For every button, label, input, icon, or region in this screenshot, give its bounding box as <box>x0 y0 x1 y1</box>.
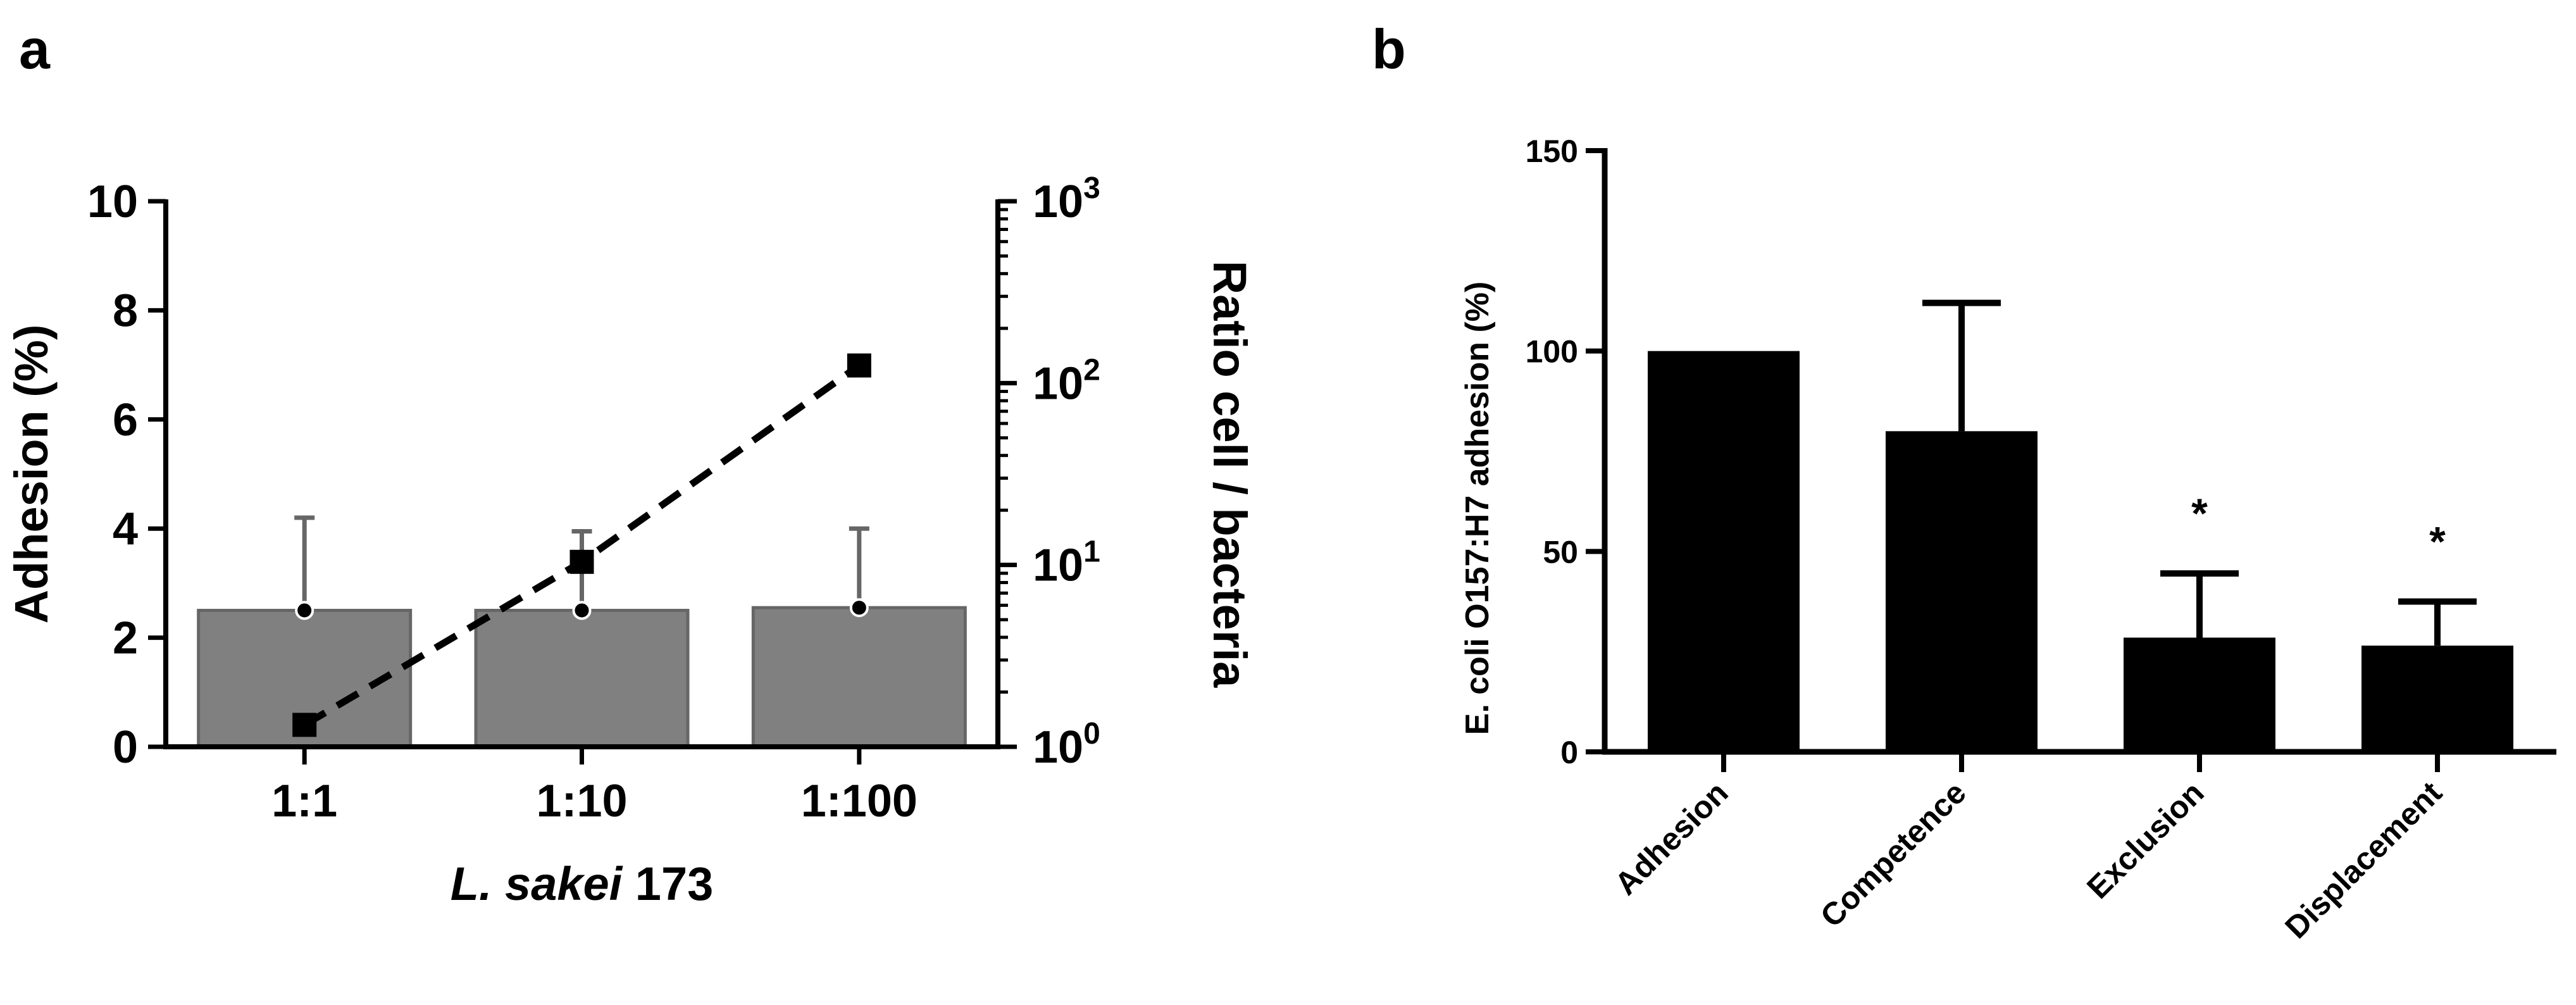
y-tick-label-8: 8 <box>113 285 138 336</box>
y-tick-label-0: 0 <box>1560 735 1578 770</box>
y2-tick-label-10: 101 <box>1033 535 1100 591</box>
mean-markers-a <box>295 598 869 620</box>
bar-1:10 <box>474 609 690 749</box>
x-tick-label-1:100: 1:100 <box>801 776 918 827</box>
y2-tick-label-100: 102 <box>1033 353 1100 409</box>
y-tick-label-0: 0 <box>113 722 138 773</box>
bar-Adhesion <box>1648 351 1800 752</box>
y2-tick-base: 10 <box>1033 722 1083 773</box>
y2-tick-exponent: 1 <box>1083 535 1100 569</box>
y-tick-label-10: 10 <box>87 177 138 227</box>
bar-Displacement <box>2361 646 2513 752</box>
mean-marker-1:1 <box>295 601 314 620</box>
ratio-line <box>292 353 871 737</box>
y-tick-label-100: 100 <box>1526 334 1578 370</box>
significance-markers-b: ** <box>2191 490 2446 565</box>
significance-star-Displacement: * <box>2429 518 2446 565</box>
ratio-marker-1:1 <box>292 713 317 737</box>
y2-tick-base: 10 <box>1033 540 1083 591</box>
y2-tick-label-1: 100 <box>1033 717 1100 773</box>
y-tick-label-4: 4 <box>113 504 138 554</box>
y-tick-label-50: 50 <box>1543 534 1578 570</box>
bar-1:100 <box>751 606 967 749</box>
x-axis-title-a: L. sakei 173 <box>451 858 714 910</box>
ratio-marker-1:100 <box>847 353 871 378</box>
bar-Competence <box>1886 431 2038 752</box>
y-tick-label-6: 6 <box>113 395 138 446</box>
y2-axis-title-a: Ratio cell / bacteria <box>1204 261 1256 688</box>
x-tick-label-Displacement: Displacement <box>2278 775 2449 946</box>
y-axis-title-a: Adhesion (%) <box>5 325 58 624</box>
x-tick-label-1:1: 1:1 <box>271 776 337 827</box>
ratio-marker-1:10 <box>569 549 594 574</box>
mean-marker-1:10 <box>572 601 592 620</box>
mean-marker-1:100 <box>849 598 869 618</box>
bar-series-b <box>1648 351 2513 752</box>
x-axis-title-italic: L. sakei <box>451 858 623 910</box>
significance-star-Exclusion: * <box>2191 490 2208 537</box>
y2-tick-exponent: 3 <box>1083 172 1100 205</box>
bar-Exclusion <box>2124 637 2275 752</box>
x-tick-label-Exclusion: Exclusion <box>2080 775 2211 906</box>
y2-tick-exponent: 2 <box>1083 353 1100 387</box>
y2-tick-label-1000: 103 <box>1033 172 1100 227</box>
panel-label-b: b <box>1372 18 1406 80</box>
y-axis-title-b: E. coli O157:H7 adhesion (%) <box>1459 282 1496 735</box>
panel-label-a: a <box>19 18 51 80</box>
x-axis-title-rest: 173 <box>622 858 713 910</box>
y-tick-label-150: 150 <box>1526 134 1578 169</box>
x-tick-label-1:10: 1:10 <box>536 776 627 827</box>
y2-tick-exponent: 0 <box>1083 717 1100 751</box>
y2-tick-base: 10 <box>1033 358 1083 409</box>
y-tick-label-2: 2 <box>113 613 138 664</box>
x-tick-label-Adhesion: Adhesion <box>1608 775 1735 902</box>
error-bars-b <box>1922 299 2477 646</box>
x-tick-label-Competence: Competence <box>1814 775 1973 934</box>
y2-tick-base: 10 <box>1033 177 1083 227</box>
